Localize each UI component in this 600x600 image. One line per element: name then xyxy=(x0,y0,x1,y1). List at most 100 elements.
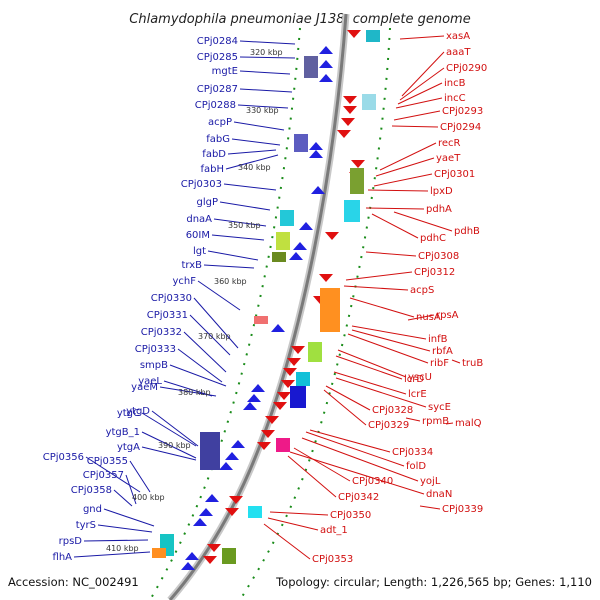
reverse-gene-cpj0308[interactable]: CPj0308 xyxy=(365,251,459,262)
reverse-gene-rpsa[interactable]: rpsA xyxy=(407,310,459,321)
reverse-gene-cpj0293[interactable]: CPj0293 xyxy=(393,106,483,121)
reverse-gene-cpj0334[interactable]: CPj0334 xyxy=(309,429,433,458)
forward-gene-rpsd[interactable]: rpsD xyxy=(59,536,149,547)
forward-gene-cpj0284[interactable]: CPj0284 xyxy=(197,36,296,47)
forward-gene-flha[interactable]: flhA xyxy=(53,551,151,563)
reverse-gene-connector xyxy=(267,517,319,531)
reverse-gene-cpj0350[interactable]: CPj0350 xyxy=(269,510,371,521)
reverse-gene-lcre[interactable]: lcrE xyxy=(333,371,427,400)
reverse-gene-xasa[interactable]: xasA xyxy=(399,31,470,42)
forward-gene-smpb[interactable]: smpB xyxy=(140,360,227,387)
forward-gene-cpj0287[interactable]: CPj0287 xyxy=(197,84,293,95)
reverse-gene-cpj0339[interactable]: CPj0339 xyxy=(419,504,483,515)
reverse-gene-dnan[interactable]: dnaN xyxy=(289,451,452,500)
reverse-gene-label: xasA xyxy=(446,31,470,42)
forward-gene-cpj0331[interactable]: CPj0331 xyxy=(147,310,231,356)
reverse-gene-arrow xyxy=(351,160,365,168)
forward-gene-cpj0330[interactable]: CPj0330 xyxy=(151,293,239,349)
forward-gene-ytgb-1[interactable]: ytgB_1 xyxy=(106,427,197,459)
reverse-gene-connector xyxy=(263,523,311,560)
forward-gene-acpp[interactable]: acpP xyxy=(208,117,285,131)
reverse-gene-incb[interactable]: incB xyxy=(397,78,466,105)
forward-gene-mgte[interactable]: mgtE xyxy=(212,66,291,77)
forward-gene-dnaa[interactable]: dnaA xyxy=(186,214,267,227)
reverse-gene-label: infB xyxy=(428,334,448,345)
forward-gene-cpj0358[interactable]: CPj0358 xyxy=(71,485,133,507)
reverse-gene-trub[interactable]: truB xyxy=(451,358,483,369)
reverse-gene-cpj0294[interactable]: CPj0294 xyxy=(391,122,481,133)
reverse-gene-pdha[interactable]: pdhA xyxy=(365,204,452,215)
forward-gene-cpj0356[interactable]: CPj0356 xyxy=(43,452,141,493)
feature-block xyxy=(308,342,322,362)
forward-gene-cpj0333[interactable]: CPj0333 xyxy=(135,344,223,383)
reverse-gene-incc[interactable]: incC xyxy=(395,93,466,109)
feature-block xyxy=(152,548,166,558)
reverse-gene-yojl[interactable]: yojL xyxy=(301,437,441,487)
forward-gene-ychf[interactable]: ychF xyxy=(172,276,241,311)
forward-gene-cpj0332[interactable]: CPj0332 xyxy=(141,327,227,373)
forward-gene-fabg[interactable]: fabG xyxy=(206,134,281,146)
reverse-gene-connector xyxy=(365,207,425,210)
reverse-gene-arrow xyxy=(225,508,239,516)
reverse-gene-recr[interactable]: recR xyxy=(379,138,461,171)
reverse-gene-rpmb[interactable]: rpmB xyxy=(405,416,449,427)
reverse-gene-cpj0312[interactable]: CPj0312 xyxy=(345,267,455,281)
reverse-gene-label: incC xyxy=(444,93,466,104)
reverse-gene-connector xyxy=(367,189,429,192)
forward-gene-trxb[interactable]: trxB xyxy=(181,260,255,271)
reverse-gene-malq[interactable]: malQ xyxy=(445,418,482,429)
reverse-gene-pdhb[interactable]: pdhB xyxy=(393,211,480,237)
reverse-gene-nusa[interactable]: nusA xyxy=(349,297,441,323)
forward-gene-ytgc[interactable]: ytgC xyxy=(117,408,197,447)
forward-gene-cpj0285[interactable]: CPj0285 xyxy=(197,52,296,63)
reverse-gene-label: CPj0342 xyxy=(338,492,379,503)
forward-gene-connector xyxy=(237,104,289,109)
forward-gene-cpj0355[interactable]: CPj0355 xyxy=(87,456,151,493)
reverse-gene-cpj0301[interactable]: CPj0301 xyxy=(373,169,475,187)
feature-block xyxy=(272,252,286,262)
forward-gene-gnd[interactable]: gnd xyxy=(83,504,155,527)
forward-gene-label: CPj0333 xyxy=(135,344,176,355)
reverse-gene-infb[interactable]: infB xyxy=(351,325,448,345)
reverse-gene-syce[interactable]: sycE xyxy=(335,377,451,413)
reverse-gene-rbfa[interactable]: rbfA xyxy=(351,329,453,357)
reverse-gene-ribf[interactable]: ribF xyxy=(347,333,449,369)
reverse-gene-lcrd[interactable]: lcrD xyxy=(335,355,424,385)
reverse-gene-cpj0353[interactable]: CPj0353 xyxy=(263,523,353,565)
reverse-gene-cpj0342[interactable]: CPj0342 xyxy=(287,455,379,503)
forward-gene-arrow xyxy=(271,324,285,332)
forward-gene-ytga[interactable]: ytgA xyxy=(117,442,197,461)
forward-gene-lgt[interactable]: lgt xyxy=(193,246,259,261)
forward-gene-fabh[interactable]: fabH xyxy=(200,154,279,175)
forward-gene-fabd[interactable]: fabD xyxy=(202,149,277,160)
forward-gene-yael[interactable]: yaeL xyxy=(138,376,213,397)
forward-gene-arrow xyxy=(247,394,261,402)
forward-gene-connector xyxy=(113,489,133,507)
forward-gene-label: fabG xyxy=(206,134,230,145)
reverse-gene-yscu[interactable]: yscU xyxy=(337,349,432,383)
forward-gene-tyrs[interactable]: tyrS xyxy=(76,520,153,533)
reverse-gene-label: truB xyxy=(462,358,483,369)
reverse-gene-cpj0329[interactable]: CPj0329 xyxy=(323,389,409,431)
forward-gene-cpj0288[interactable]: CPj0288 xyxy=(195,100,289,111)
reverse-gene-connector xyxy=(333,371,407,395)
forward-gene-glgp[interactable]: glgP xyxy=(196,197,271,211)
reverse-gene-cpj0328[interactable]: CPj0328 xyxy=(325,385,413,416)
forward-gene-cpj0357[interactable]: CPj0357 xyxy=(83,470,137,505)
reverse-gene-arrow xyxy=(281,380,295,388)
forward-gene-connector xyxy=(177,348,223,383)
reverse-gene-label: CPj0353 xyxy=(312,554,353,565)
reverse-gene-aaat[interactable]: aaaT xyxy=(401,47,471,97)
reverse-gene-yaet[interactable]: yaeT xyxy=(375,153,461,177)
reverse-gene-fold[interactable]: folD xyxy=(305,431,426,472)
reverse-gene-cpj0340[interactable]: CPj0340 xyxy=(293,447,393,487)
reverse-gene-acps[interactable]: acpS xyxy=(343,285,434,296)
forward-gene-ytgd[interactable]: ytgD xyxy=(126,406,199,447)
reverse-gene-adt-1[interactable]: adt_1 xyxy=(267,517,348,536)
forward-gene-60im[interactable]: 60IM xyxy=(186,230,265,241)
reverse-gene-pdhc[interactable]: pdhC xyxy=(371,213,446,244)
reverse-gene-lpxd[interactable]: lpxD xyxy=(367,186,453,197)
forward-gene-cpj0303[interactable]: CPj0303 xyxy=(181,179,277,191)
reverse-gene-cpj0290[interactable]: CPj0290 xyxy=(399,63,487,101)
reverse-gene-arrow xyxy=(207,544,221,552)
